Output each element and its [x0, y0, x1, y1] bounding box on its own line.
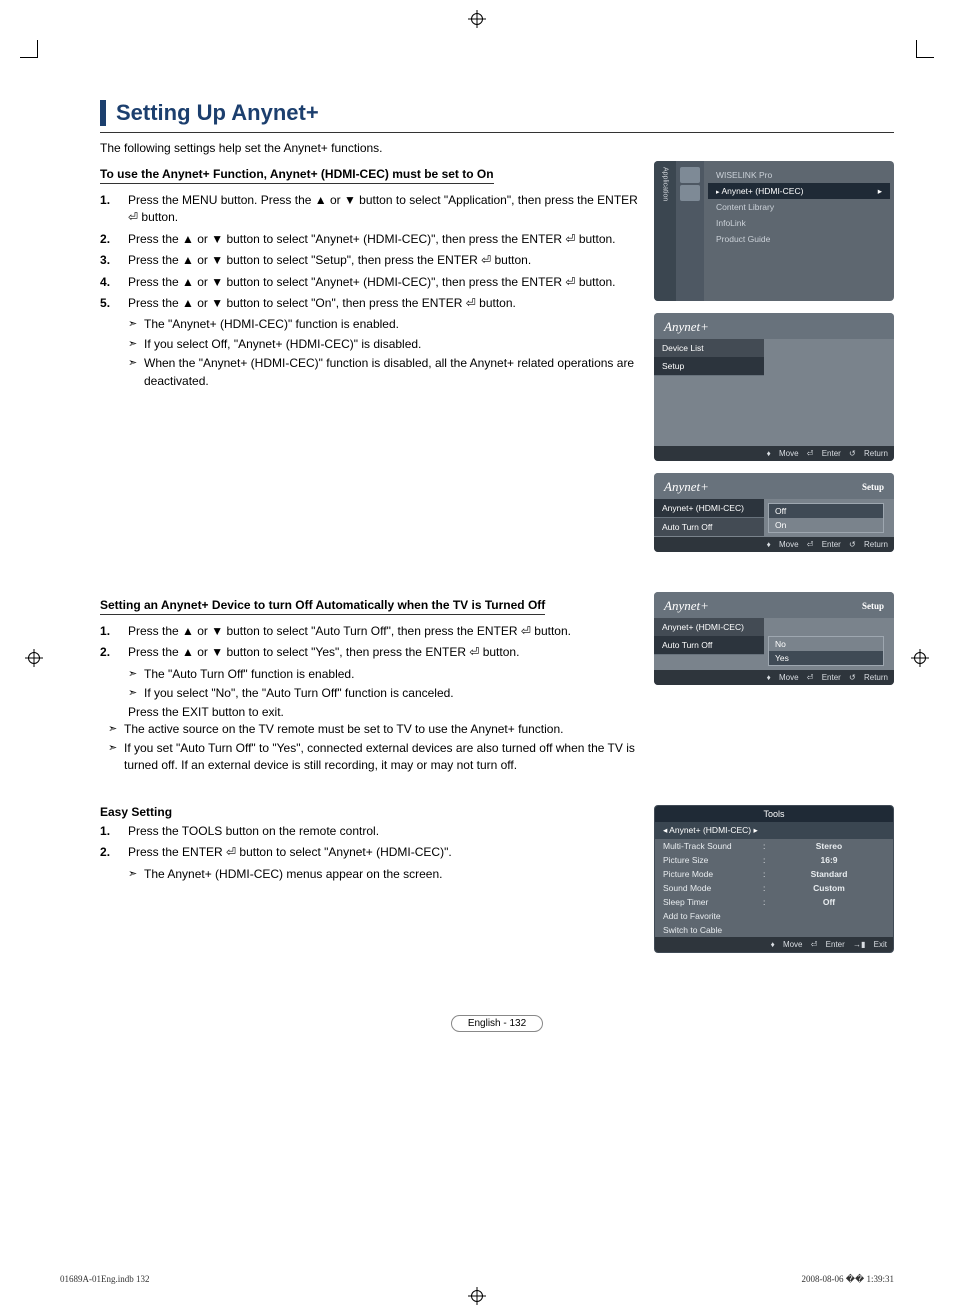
osd-row-label: Anynet+ (HDMI-CEC) — [654, 499, 764, 518]
note: The Anynet+ (HDMI-CEC) menus appear on t… — [100, 866, 640, 883]
note: The "Auto Turn Off" function is enabled. — [100, 666, 640, 683]
registration-mark — [25, 649, 43, 667]
osd-anynet-list: Anynet+ Device List Setup ♦ Move ⏎ Enter… — [654, 313, 894, 461]
osd-setup-hdmicec: Anynet+Setup Anynet+ (HDMI-CEC) Auto Tur… — [654, 473, 894, 552]
step: Press the ▲ or ▼ button to select "Auto … — [100, 623, 640, 640]
osd-tools-row: Add to Favorite — [655, 909, 893, 923]
registration-mark — [911, 649, 929, 667]
osd-item: InfoLink — [712, 215, 886, 231]
osd-item-selected: Setup — [654, 357, 764, 376]
osd-tools-selected: ◂ Anynet+ (HDMI-CEC) ▸ — [655, 822, 893, 839]
osd-tools-header: Tools — [655, 806, 893, 822]
note: If you select "No", the "Auto Turn Off" … — [100, 685, 640, 702]
intro-text: The following settings help set the Anyn… — [100, 141, 894, 155]
osd-item: WISELINK Pro — [712, 167, 886, 183]
osd-tools-row: Sleep Timer:Off — [655, 895, 893, 909]
subheading-easy: Easy Setting — [100, 805, 640, 819]
osd-logo: Anynet+ — [664, 319, 709, 334]
step: Press the TOOLS button on the remote con… — [100, 823, 640, 840]
note: The "Anynet+ (HDMI-CEC)" function is ena… — [100, 316, 640, 333]
steps-enable: Press the MENU button. Press the ▲ or ▼ … — [100, 192, 640, 312]
subheading-autoturnoff: Setting an Anynet+ Device to turn Off Au… — [100, 598, 545, 615]
osd-row-label: Anynet+ (HDMI-CEC) — [654, 618, 764, 636]
osd-tools-row: Picture Mode:Standard — [655, 867, 893, 881]
osd-option: On — [769, 518, 883, 532]
step: Press the ▲ or ▼ button to select "Setup… — [100, 252, 640, 269]
osd-tools-menu: Tools ◂ Anynet+ (HDMI-CEC) ▸ Multi-Track… — [654, 805, 894, 953]
osd-footer: ♦ Move ⏎ Enter ↺ Return — [654, 537, 894, 552]
print-filename: 01689A-01Eng.indb 132 — [60, 1274, 150, 1285]
step: Press the ▲ or ▼ button to select "Yes",… — [100, 644, 640, 661]
osd-tools-row: Sound Mode:Custom — [655, 881, 893, 895]
osd-footer: ♦ Move ⏎ Enter ↺ Return — [654, 446, 894, 461]
page-number: English - 132 — [451, 1015, 543, 1032]
osd-row-label: Auto Turn Off — [654, 636, 764, 655]
note: If you select Off, "Anynet+ (HDMI-CEC)" … — [100, 336, 640, 353]
print-timestamp: 2008-08-06 �� 1:39:31 — [802, 1274, 894, 1285]
note: The active source on the TV remote must … — [100, 721, 640, 738]
page-title: Setting Up Anynet+ — [100, 100, 894, 126]
step: Press the MENU button. Press the ▲ or ▼ … — [100, 192, 640, 227]
registration-mark — [468, 10, 486, 28]
step: Press the ENTER ⏎ button to select "Anyn… — [100, 844, 640, 861]
step: Press the ▲ or ▼ button to select "Anyne… — [100, 274, 640, 291]
osd-item-selected: Anynet+ (HDMI-CEC)▸ — [708, 183, 890, 199]
exit-line: Press the EXIT button to exit. — [100, 705, 640, 719]
osd-logo: Anynet+ — [664, 479, 709, 494]
osd-option-box: Off On — [768, 503, 884, 533]
crop-mark — [20, 40, 38, 58]
osd-option: Off — [769, 504, 883, 518]
registration-mark — [468, 1287, 486, 1305]
osd-tab-label: Application — [662, 167, 669, 201]
osd-option-box: No Yes — [768, 636, 884, 666]
steps-autoturnoff: Press the ▲ or ▼ button to select "Auto … — [100, 623, 640, 662]
osd-option: Yes — [769, 651, 883, 665]
osd-item: Content Library — [712, 199, 886, 215]
osd-item: Device List — [654, 339, 764, 357]
print-footer: 01689A-01Eng.indb 132 2008-08-06 �� 1:39… — [60, 1274, 894, 1285]
osd-setup-autoturnoff: Anynet+Setup Anynet+ (HDMI-CEC) Auto Tur… — [654, 592, 894, 685]
osd-tools-row: Picture Size:16:9 — [655, 853, 893, 867]
step: Press the ▲ or ▼ button to select "On", … — [100, 295, 640, 312]
osd-option: No — [769, 637, 883, 651]
osd-tools-row: Multi-Track Sound:Stereo — [655, 839, 893, 853]
osd-item: Product Guide — [712, 231, 886, 247]
crop-mark — [916, 40, 934, 58]
note: If you set "Auto Turn Off" to "Yes", con… — [100, 740, 640, 775]
osd-tools-row: Switch to Cable — [655, 923, 893, 937]
note: When the "Anynet+ (HDMI-CEC)" function i… — [100, 355, 640, 390]
osd-row-label: Auto Turn Off — [654, 518, 764, 536]
steps-easy: Press the TOOLS button on the remote con… — [100, 823, 640, 862]
osd-footer: ♦ Move ⏎ Enter ↺ Return — [654, 670, 894, 685]
osd-application-menu: Application WISELINK Pro Anynet+ (HDMI-C… — [654, 161, 894, 301]
osd-footer: ♦ Move ⏎ Enter →▮ Exit — [655, 937, 893, 952]
step: Press the ▲ or ▼ button to select "Anyne… — [100, 231, 640, 248]
osd-logo: Anynet+ — [664, 598, 709, 613]
subheading-enable: To use the Anynet+ Function, Anynet+ (HD… — [100, 167, 494, 184]
